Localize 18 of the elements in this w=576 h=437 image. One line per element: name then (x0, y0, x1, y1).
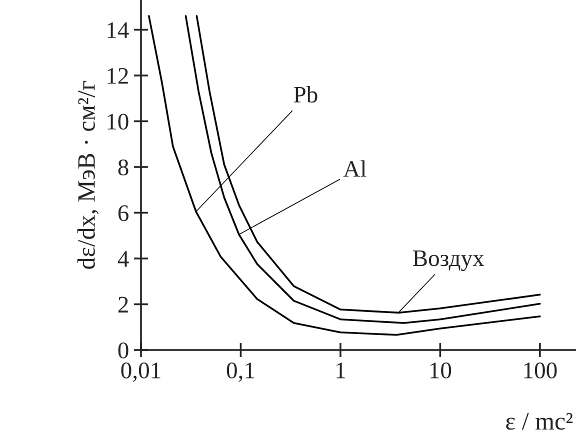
y-tick-label: 2 (118, 296, 128, 312)
x-tick-label: 1 (336, 362, 345, 378)
x-tick-label: 0,1 (226, 362, 254, 382)
x-tick-label: 0,01 (121, 362, 160, 382)
y-tick-label: 4 (118, 251, 129, 267)
x-axis-title: ε / mc² (506, 413, 573, 430)
x-tick-label: 100 (524, 362, 557, 378)
annotation: Pb (294, 86, 318, 103)
y-tick-label: 8 (118, 159, 128, 176)
y-tick-label: 0 (118, 342, 128, 358)
x-tick-label: 10 (430, 362, 452, 378)
y-tick-label: 14 (108, 22, 129, 38)
annotation: Воздух (412, 250, 484, 272)
y-tick-label: 12 (108, 68, 128, 84)
y-tick-label: 6 (118, 205, 128, 222)
y-tick-label: 10 (108, 114, 128, 130)
annotation: Al (343, 160, 366, 177)
y-axis-title: dε/dx, МэВ · см²/г (77, 80, 99, 269)
